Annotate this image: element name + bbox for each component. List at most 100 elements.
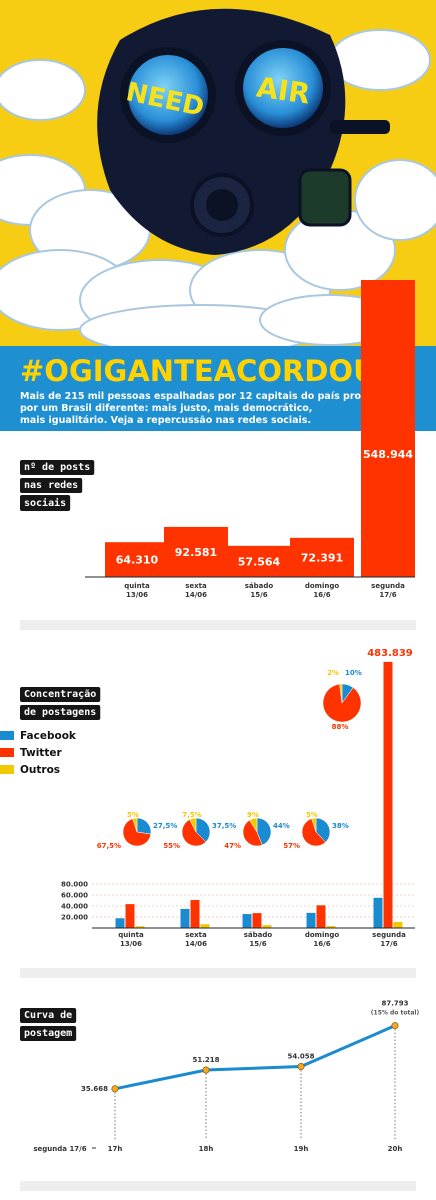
x-tick-label: sábado xyxy=(244,931,273,939)
pie-label: 2% xyxy=(327,669,339,677)
pie-slice xyxy=(311,817,317,833)
bar xyxy=(125,904,135,928)
section-title-box xyxy=(20,1008,77,1023)
bar xyxy=(180,908,190,928)
x-tick-label: 15/6 xyxy=(249,940,266,948)
pie-slice xyxy=(301,818,326,847)
section-title-line: de postagens xyxy=(24,707,96,718)
x-tick-label: quinta xyxy=(124,582,150,590)
bar xyxy=(361,280,415,577)
bar xyxy=(105,542,169,577)
pie-slice xyxy=(315,817,331,843)
pie-slice xyxy=(189,817,197,833)
bar xyxy=(306,912,316,928)
separator xyxy=(20,968,416,978)
header-subtitle: por um Brasil diferente: mais justo, mai… xyxy=(20,403,312,414)
x-tick-label: 18h xyxy=(199,1145,214,1153)
y-tick-label: 60.000 xyxy=(61,892,88,900)
pie-label: 57% xyxy=(283,842,300,850)
section-title-line: Concentração xyxy=(24,689,96,700)
pie-slice xyxy=(132,817,138,833)
value-label: 87.793 xyxy=(381,1000,408,1008)
x-label: segunda 17/6 xyxy=(33,1145,86,1153)
line xyxy=(114,1024,396,1091)
x-tick-label: domingo xyxy=(305,582,340,590)
x-tick-label: 20h xyxy=(388,1145,403,1153)
x-tick-label: domingo xyxy=(305,931,340,939)
bar xyxy=(393,921,403,928)
x-tick-label: 14/06 xyxy=(185,591,207,599)
pie-label: 9% xyxy=(247,811,259,819)
value-label: 72.391 xyxy=(301,551,343,564)
bar xyxy=(383,661,393,928)
pie-label: 88% xyxy=(332,723,349,731)
value-label: 64.310 xyxy=(116,554,159,567)
legend-label: Facebook xyxy=(20,730,77,742)
separator xyxy=(20,620,416,630)
x-tick-label: 17/6 xyxy=(379,591,396,599)
y-tick-label: 80.000 xyxy=(61,881,88,889)
pie-slice xyxy=(322,683,362,723)
pie-label: 44% xyxy=(273,822,290,830)
pie-slice xyxy=(249,817,258,833)
section-title-line: nº de posts xyxy=(24,462,90,473)
pie-label: 55% xyxy=(163,842,180,850)
section-title-line: Curva de xyxy=(24,1010,72,1021)
x-tick-label: sexta xyxy=(185,582,207,590)
section-title-box xyxy=(20,705,101,720)
point xyxy=(297,1063,305,1071)
value-label: 483.839 xyxy=(367,648,413,659)
pie-slice xyxy=(136,817,152,835)
bar xyxy=(326,926,336,928)
point xyxy=(202,1066,210,1074)
legend-swatch xyxy=(0,731,14,740)
bar xyxy=(227,545,291,577)
pie-slice xyxy=(181,819,207,847)
section-title-box xyxy=(20,460,95,475)
x-tick-label: segunda xyxy=(371,582,405,590)
y-tick-label: 20.000 xyxy=(61,914,88,922)
x-tick-label: quinta xyxy=(118,931,144,939)
y-tick-label: 40.000 xyxy=(61,903,88,911)
x-tick-label: 16/6 xyxy=(313,940,330,948)
value-label: 92.581 xyxy=(175,546,217,559)
pie-slice xyxy=(256,817,272,846)
bar xyxy=(290,537,354,577)
x-tick-label: 15/6 xyxy=(250,591,267,599)
bar xyxy=(115,918,125,928)
x-tick-label: sexta xyxy=(185,931,207,939)
pie-slice xyxy=(339,683,343,704)
separator xyxy=(20,1181,416,1191)
x-tick-label: 17h xyxy=(108,1145,123,1153)
value-label: 35.668 xyxy=(81,1085,108,1093)
pie-label: 47% xyxy=(224,842,241,850)
bar xyxy=(262,925,272,928)
pie-slice xyxy=(242,819,263,847)
section-title-line: sociais xyxy=(24,497,66,509)
pie-label: 5% xyxy=(127,811,139,819)
x-tick-label: 14/06 xyxy=(185,940,207,948)
bar xyxy=(316,905,326,928)
point xyxy=(391,1022,399,1030)
bar xyxy=(200,924,210,928)
bar xyxy=(373,897,383,928)
x-tick-label: 16/6 xyxy=(313,591,330,599)
pie-label: 38% xyxy=(332,822,349,830)
value-label: 51.218 xyxy=(192,1056,219,1064)
section-title-box xyxy=(20,1026,77,1041)
pie-label: 5% xyxy=(306,811,318,819)
pie-label: 67,5% xyxy=(97,842,121,850)
x-tick-label: segunda xyxy=(372,931,406,939)
section-title-box xyxy=(20,478,83,493)
value-label: 54.058 xyxy=(287,1053,314,1061)
x-tick-label: 13/06 xyxy=(126,591,148,599)
bar xyxy=(164,526,228,577)
bar xyxy=(252,913,262,928)
x-tick-label: 19h xyxy=(294,1145,309,1153)
header-title: #OGIGANTEACORDOU xyxy=(20,354,377,388)
point xyxy=(111,1085,119,1093)
value-label: 548.944 xyxy=(363,448,413,461)
legend-label: Twitter xyxy=(20,747,62,759)
bar xyxy=(135,926,145,928)
